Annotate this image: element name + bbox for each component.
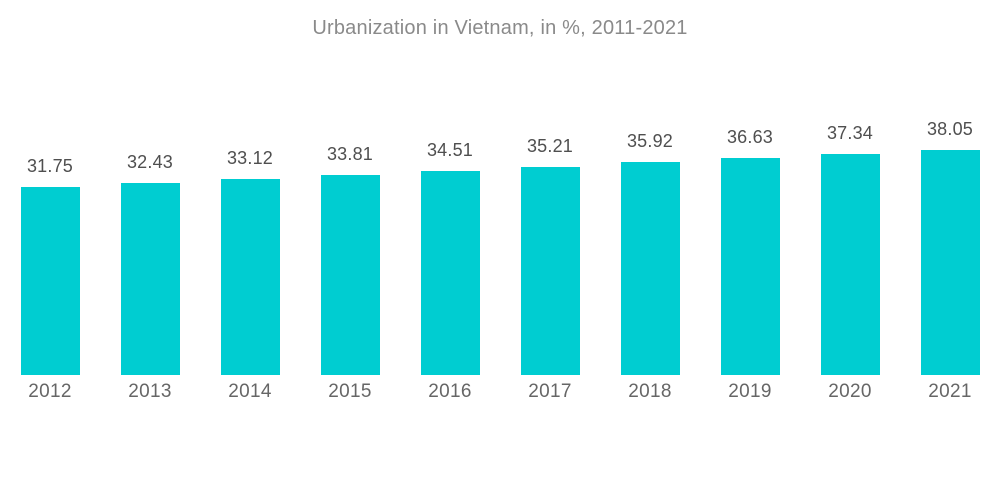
bar-value-label: 32.43 [126,152,174,172]
x-axis-label: 2019 [728,381,772,402]
bar-value-label: 38.05 [926,119,974,139]
bar-column: 34.51 [400,140,500,375]
x-axis-label: 2020 [828,381,872,402]
bar-column: 31.75 [0,156,100,375]
x-axis-label: 2012 [28,381,72,402]
bar-column: 36.63 [700,127,800,375]
x-axis-label: 2015 [328,381,372,402]
x-axis: 2012 2013 2014 2015 2016 2017 2018 2019 2020 2021 [0,381,1000,403]
bar-value-label: 35.92 [626,131,674,151]
x-axis-label: 2014 [228,381,272,402]
bar [320,175,380,375]
x-axis-label: 2013 [128,381,172,402]
bar-column: 38.05 [900,119,1000,375]
bar-column: 32.43 [100,152,200,375]
x-axis-label: 2021 [928,381,972,402]
bar-value-label: 33.12 [226,148,274,168]
bar [720,158,780,375]
bar-column: 35.92 [600,131,700,375]
x-axis-label: 2017 [528,381,572,402]
bar-value-label: 35.21 [526,136,574,156]
x-axis-label: 2016 [428,381,472,402]
x-axis-label: 2018 [628,381,672,402]
bar [920,150,980,375]
bar-value-label: 37.34 [826,123,874,143]
plot-area: 31.75 32.43 33.12 33.81 34.51 35.21 35.92 36.63… [0,119,1000,375]
bar-value-label: 34.51 [426,140,474,160]
bar [820,154,880,375]
bar [420,171,480,375]
bar-column: 37.34 [800,123,900,375]
bar-value-label: 33.81 [326,144,374,164]
chart-title: Urbanization in Vietnam, in %, 2011-2021 [312,17,688,39]
bar [20,187,80,375]
bar [120,183,180,375]
bar [520,167,580,375]
bar-column: 35.21 [500,136,600,375]
bar-column: 33.12 [200,148,300,375]
bar-value-label: 31.75 [26,156,74,176]
bar-column: 33.81 [300,144,400,375]
bar [220,179,280,375]
bar-value-label: 36.63 [726,127,774,147]
bar [620,162,680,375]
